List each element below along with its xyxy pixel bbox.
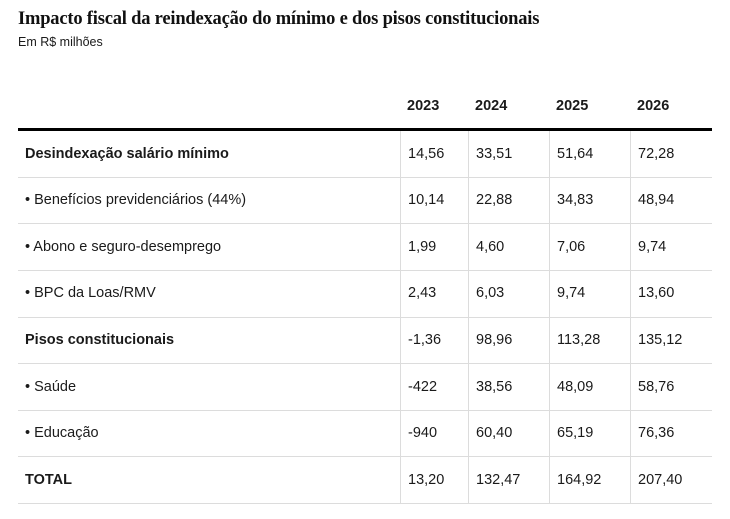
cell-value: 9,74 [630, 224, 712, 270]
column-header-2025: 2025 [556, 98, 589, 115]
row-label: • Saúde [25, 378, 77, 395]
column-header-empty [18, 85, 400, 128]
cell-value: 13,60 [630, 270, 712, 317]
cell-value: 2,43 [400, 270, 468, 317]
fiscal-impact-infographic: Impacto fiscal da reindexação do mínimo … [18, 9, 712, 504]
cell-value: 58,76 [630, 364, 712, 410]
cell-value: 1,99 [400, 224, 468, 270]
column-header-2024: 2024 [475, 98, 508, 115]
cell-value: 13,20 [400, 457, 468, 503]
cell-value: 60,40 [468, 410, 549, 457]
table-row-beneficios-previdenciarios: • Benefícios previdenciários (44%) 10,14… [18, 177, 712, 225]
cell-value: 65,19 [549, 410, 630, 457]
cell-value: 14,56 [400, 131, 468, 177]
cell-value: 72,28 [630, 131, 712, 177]
cell-value: -940 [400, 410, 468, 457]
cell-value: 98,96 [468, 317, 549, 364]
cell-value: 48,09 [549, 364, 630, 410]
cell-value: 33,51 [468, 131, 549, 177]
table-row-pisos-constitucionais: Pisos constitucionais -1,36 98,96 113,28… [18, 317, 712, 365]
cell-value: 22,88 [468, 177, 549, 224]
cell-value: 113,28 [549, 317, 630, 364]
row-label: • Benefícios previdenciários (44%) [25, 192, 247, 209]
cell-value: -422 [400, 364, 468, 410]
table-row-educacao: • Educação -940 60,40 65,19 76,36 [18, 410, 712, 458]
row-label: • BPC da Loas/RMV [25, 285, 156, 302]
cell-value: -1,36 [400, 317, 468, 364]
cell-value: 51,64 [549, 131, 630, 177]
cell-value: 135,12 [630, 317, 712, 364]
cell-value: 7,06 [549, 224, 630, 270]
cell-value: 164,92 [549, 457, 630, 503]
cell-value: 38,56 [468, 364, 549, 410]
table-row-total: TOTAL 13,20 132,47 164,92 207,40 [18, 457, 712, 504]
row-label: • Abono e seguro-desemprego [25, 238, 222, 255]
table-row-desindexacao-salario-minimo: Desindexação salário mínimo 14,56 33,51 … [18, 131, 712, 178]
row-label: Pisos constitucionais [25, 332, 175, 349]
fiscal-impact-table: 2023 2024 2025 2026 Desindexação salário… [18, 85, 712, 504]
table-row-abono-seguro-desemprego: • Abono e seguro-desemprego 1,99 4,60 7,… [18, 224, 712, 271]
cell-value: 9,74 [549, 270, 630, 317]
row-label: TOTAL [25, 471, 72, 488]
table-row-bpc-loas-rmv: • BPC da Loas/RMV 2,43 6,03 9,74 13,60 [18, 270, 712, 318]
chart-title: Impacto fiscal da reindexação do mínimo … [18, 9, 540, 29]
table-row-saude: • Saúde -422 38,56 48,09 58,76 [18, 364, 712, 411]
table-header-row: 2023 2024 2025 2026 [18, 85, 712, 132]
row-label: Desindexação salário mínimo [25, 145, 229, 162]
cell-value: 207,40 [630, 457, 712, 503]
column-header-2023: 2023 [407, 98, 440, 115]
cell-value: 48,94 [630, 177, 712, 224]
row-label: • Educação [25, 425, 99, 442]
cell-value: 6,03 [468, 270, 549, 317]
cell-value: 76,36 [630, 410, 712, 457]
cell-value: 4,60 [468, 224, 549, 270]
cell-value: 10,14 [400, 177, 468, 224]
cell-value: 132,47 [468, 457, 549, 503]
cell-value: 34,83 [549, 177, 630, 224]
chart-subtitle: Em R$ milhões [18, 35, 103, 50]
column-header-2026: 2026 [637, 98, 670, 115]
